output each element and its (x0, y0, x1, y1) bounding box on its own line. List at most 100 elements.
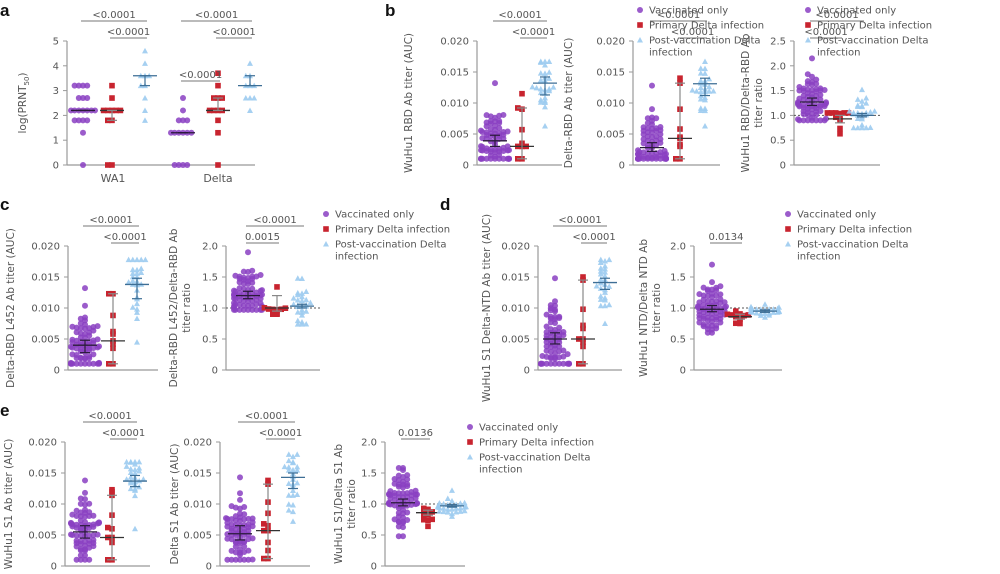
data-point-vaccinated (94, 323, 101, 330)
data-point-primary (109, 95, 115, 101)
data-point-postvax (748, 303, 754, 310)
data-point-vaccinated (717, 291, 724, 298)
data-point-vaccinated (237, 496, 243, 503)
data-point-vaccinated (479, 135, 486, 142)
data-point-postvax (285, 492, 292, 498)
legend-marker-postvax (467, 454, 473, 460)
data-point-vaccinated (717, 296, 724, 303)
data-point-vaccinated (82, 506, 88, 513)
data-point-vaccinated (823, 115, 829, 122)
data-point-postvax (537, 85, 544, 92)
data-point-postvax (542, 58, 548, 64)
data-point-vaccinated (649, 106, 655, 113)
legend-label: Vaccinated only (649, 6, 728, 17)
data-point-postvax (247, 95, 253, 101)
data-point-vaccinated (82, 556, 88, 563)
data-point-vaccinated (823, 99, 829, 106)
data-point-postvax (859, 86, 865, 93)
data-point-vaccinated (249, 556, 256, 563)
data-point-vaccinated (237, 546, 243, 553)
data-point-primary (833, 114, 839, 121)
data-point-vaccinated (249, 515, 256, 522)
data-point-vaccinated (90, 351, 97, 358)
data-point-vaccinated (721, 299, 728, 306)
y-tick-label: 0.005 (596, 130, 625, 141)
y-tick-label: 3 (53, 86, 59, 97)
data-point-vaccinated (249, 273, 256, 280)
data-point-postvax (762, 310, 768, 316)
data-point-postvax (444, 509, 451, 515)
data-point-vaccinated (77, 354, 84, 361)
data-point-postvax (290, 453, 296, 460)
data-point-postvax (529, 83, 536, 90)
data-point-postvax (132, 485, 138, 492)
y-tick-label: 1.0 (770, 111, 786, 122)
data-point-postvax (440, 508, 447, 515)
data-point-postvax (457, 500, 464, 506)
data-point-vaccinated (504, 143, 511, 150)
data-point-postvax (247, 60, 253, 66)
data-point-vaccinated (77, 495, 84, 502)
data-point-vaccinated (82, 285, 88, 292)
data-point-vaccinated (391, 516, 398, 523)
data-point-vaccinated (80, 82, 86, 89)
data-point-postvax (602, 262, 608, 269)
data-point-postvax (606, 283, 613, 289)
data-point-vaccinated (560, 347, 567, 354)
data-point-postvax (123, 476, 130, 482)
legend-marker-primary (785, 226, 791, 232)
data-point-postvax (294, 463, 301, 470)
data-point-vaccinated (564, 351, 571, 358)
data-point-vaccinated (237, 490, 243, 497)
data-point-vaccinated (69, 351, 76, 358)
data-point-postvax (706, 83, 713, 90)
data-point-primary (421, 509, 427, 515)
data-point-postvax (597, 302, 604, 309)
data-point-vaccinated (657, 124, 664, 131)
data-point-vaccinated (84, 95, 91, 102)
data-point-primary (270, 311, 276, 317)
data-point-postvax (142, 107, 148, 113)
data-point-postvax (138, 269, 145, 276)
data-point-vaccinated (82, 314, 88, 321)
y-tick-label: 0 (206, 562, 212, 573)
y-tick-label: 0.015 (596, 68, 625, 79)
data-point-postvax (285, 457, 292, 464)
data-point-primary (841, 110, 847, 116)
y-tick-label: 0.020 (596, 37, 625, 48)
data-point-vaccinated (175, 162, 182, 168)
data-point-primary (265, 477, 271, 484)
data-point-primary (724, 311, 731, 318)
data-point-vaccinated (696, 291, 703, 298)
data-point-postvax (702, 70, 708, 76)
data-point-postvax (597, 268, 604, 274)
data-point-postvax (134, 306, 140, 312)
data-point-primary (677, 75, 683, 81)
data-point-primary (580, 274, 586, 280)
data-point-postvax (550, 84, 557, 90)
data-point-vaccinated (96, 343, 102, 350)
data-point-vaccinated (249, 535, 256, 542)
data-point-vaccinated (82, 477, 88, 484)
data-point-postvax (440, 505, 447, 511)
data-point-primary (109, 82, 115, 89)
data-point-postvax (546, 69, 553, 75)
data-point-vaccinated (478, 143, 484, 150)
p-value-label: 0.0134 (709, 232, 744, 243)
legend-label: Vaccinated only (479, 423, 558, 434)
data-point-primary (265, 306, 272, 312)
data-point-postvax (597, 259, 604, 265)
data-point-postvax (125, 279, 132, 285)
data-point-postvax (697, 105, 704, 111)
data-point-vaccinated (813, 76, 820, 83)
data-point-vaccinated (800, 117, 807, 124)
data-point-primary (261, 305, 268, 311)
data-point-postvax (689, 87, 696, 93)
data-point-primary (519, 90, 525, 97)
data-point-vaccinated (77, 500, 84, 507)
data-point-postvax (294, 321, 301, 327)
data-point-vaccinated (496, 118, 503, 125)
data-point-vaccinated (223, 515, 229, 522)
panel-label-a: a (0, 1, 10, 20)
data-point-postvax (602, 273, 608, 279)
